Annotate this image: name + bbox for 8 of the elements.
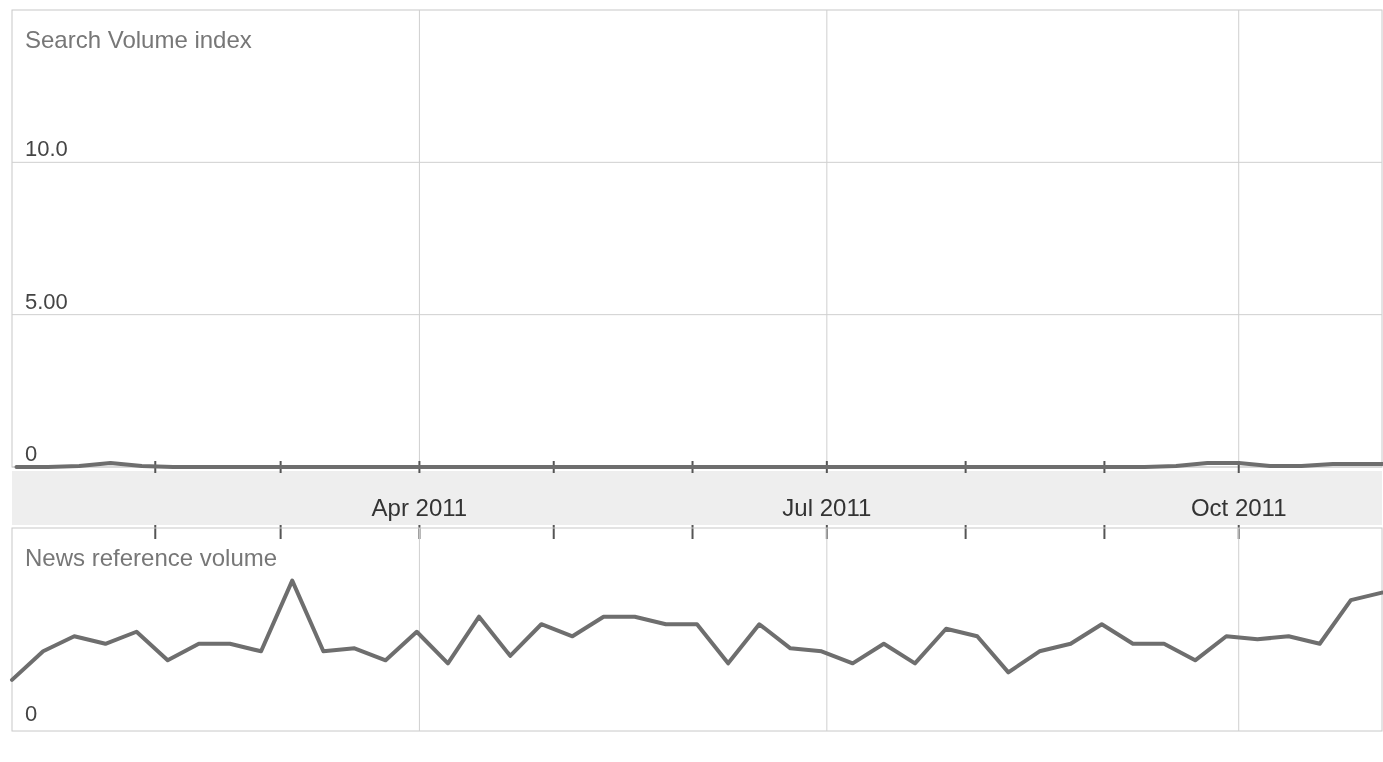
x-tick-label: Apr 2011 (371, 494, 468, 521)
y-tick-label: 5.00 (25, 288, 68, 314)
x-tick-label: Jul 2011 (782, 494, 872, 521)
text: Search Volume index (25, 26, 252, 53)
x-tick-label: Oct 2011 (1190, 494, 1287, 521)
y-tick-label: 0 (25, 441, 38, 466)
chart-title: News reference volume (25, 544, 278, 571)
y-tick-label: 10.0 (25, 136, 68, 162)
